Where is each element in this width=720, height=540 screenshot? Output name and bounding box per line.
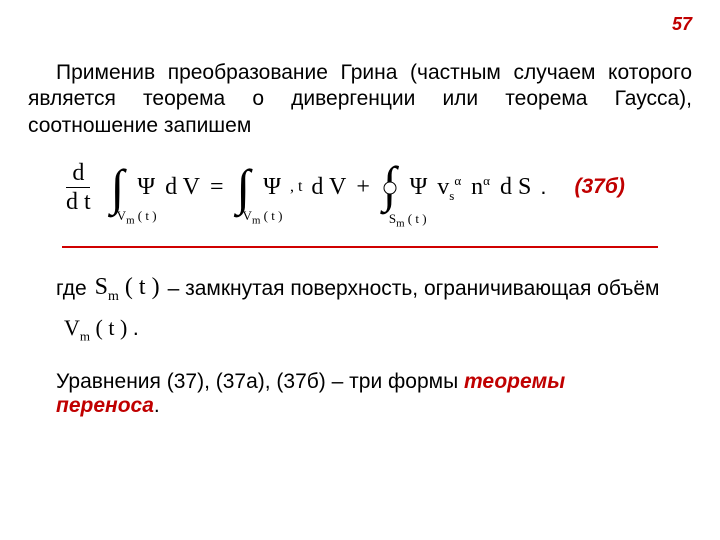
page-content: Применив преобразование Грина (частным с… xyxy=(0,0,720,418)
intro-paragraph: Применив преобразование Грина (частным с… xyxy=(28,60,692,139)
integral-sign-icon: ∫ xyxy=(111,170,125,205)
integral-sign-icon: ∫ xyxy=(237,170,251,205)
sub-arg: ( t ) xyxy=(138,208,157,223)
equation-label: (37б) xyxy=(574,175,624,199)
oint-icon: ∫ xyxy=(383,167,397,208)
v-sym: v xyxy=(437,174,449,200)
divider-line xyxy=(62,246,658,248)
equation-37b: d d t ∫ Vm ( t ) Ψ d V = ∫ Vm ( t ) Ψ , … xyxy=(62,161,692,214)
sub-V: V xyxy=(243,208,252,223)
frac-denominator: d t xyxy=(62,188,95,214)
plus: + xyxy=(356,174,370,201)
equals: = xyxy=(210,174,224,201)
integral-1: ∫ Vm ( t ) xyxy=(111,170,125,205)
surface-integral: ∫ Sm ( t ) xyxy=(383,167,397,208)
v-s-alpha: vsα xyxy=(437,174,461,201)
psi-1: Ψ xyxy=(137,174,155,201)
vm-dot: . xyxy=(133,315,139,340)
where-prefix: где xyxy=(56,277,87,301)
vm-arg: ( t ) xyxy=(96,315,128,340)
psi-3: Ψ xyxy=(410,174,428,201)
sub-m: m xyxy=(126,215,134,227)
dS: d S xyxy=(500,174,531,201)
final-prefix: Уравнения (37), (37а), (37б) – три формы xyxy=(56,370,464,393)
V-sym: V xyxy=(64,315,80,340)
Vm-t: Vm ( t ) . xyxy=(64,315,692,344)
fraction-d-dt: d d t xyxy=(62,161,95,214)
dV-2: d V xyxy=(311,174,346,201)
psi-2: Ψ xyxy=(263,174,281,201)
S-sym: S xyxy=(95,274,108,300)
integral-2: ∫ Vm ( t ) xyxy=(237,170,251,205)
formula: d d t ∫ Vm ( t ) Ψ d V = ∫ Vm ( t ) Ψ , … xyxy=(62,161,532,214)
sup-alpha-1: α xyxy=(454,173,461,188)
where-clause: где Sm ( t ) – замкнутая поверхность, ог… xyxy=(56,274,664,305)
sub-m: m xyxy=(396,218,404,230)
t-arg: ( t ) xyxy=(125,274,160,300)
final-dot: . xyxy=(154,394,160,417)
sub-arg: ( t ) xyxy=(264,208,283,223)
sub-s: s xyxy=(449,188,454,203)
where-text: – замкнутая поверхность, ограничивающая … xyxy=(168,277,660,301)
formula-period: . xyxy=(540,174,546,200)
sub-arg: ( t ) xyxy=(408,211,427,226)
sup-alpha-2: α xyxy=(483,173,490,188)
Sm-t: Sm ( t ) xyxy=(95,274,160,305)
comma-t: , t xyxy=(290,178,302,196)
final-sentence: Уравнения (37), (37а), (37б) – три формы… xyxy=(56,370,664,418)
vm-m: m xyxy=(80,328,90,343)
dV-1: d V xyxy=(165,174,200,201)
frac-numerator: d xyxy=(66,161,90,188)
sub-V: V xyxy=(117,208,126,223)
integral-1-subscript: Vm ( t ) xyxy=(117,208,157,227)
sub-m: m xyxy=(252,215,260,227)
page-number: 57 xyxy=(672,14,692,35)
integral-2-subscript: Vm ( t ) xyxy=(243,208,283,227)
surface-integral-subscript: Sm ( t ) xyxy=(389,211,427,230)
n-alpha: nα xyxy=(471,174,490,201)
m-sub: m xyxy=(108,289,119,304)
n-sym: n xyxy=(471,174,483,200)
